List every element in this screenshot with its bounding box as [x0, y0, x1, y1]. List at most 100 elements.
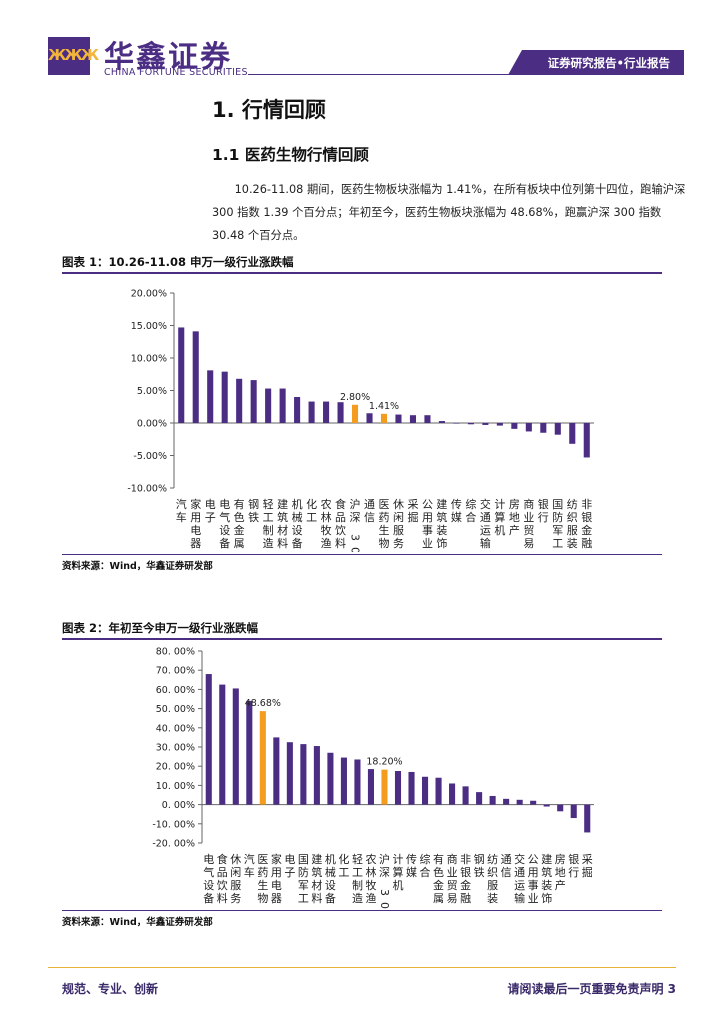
category-label: 食品饮料 — [217, 852, 228, 905]
bar-计算机 — [496, 423, 503, 426]
bar-食品饮料 — [337, 402, 344, 423]
company-logo: ЖЖЖ — [48, 37, 99, 75]
category-label: 综合 — [465, 497, 476, 524]
category-label: 银行 — [568, 852, 579, 879]
figure-1-title: 图表 1：10.26-11.08 申万一级行业涨跌幅 — [62, 255, 294, 269]
bar-电子 — [207, 370, 214, 423]
data-label: 18.20% — [366, 757, 402, 768]
category-label: 纺织服装 — [487, 852, 498, 905]
bar-化工 — [340, 757, 347, 805]
category-label: 食品饮料 — [335, 497, 346, 550]
bar-机械设备 — [327, 752, 334, 805]
category-label: 公用事业 — [422, 498, 433, 550]
bar-公用事业 — [530, 800, 537, 805]
category-label: 商业贸易 — [523, 497, 534, 550]
category-label: 建筑装饰 — [436, 497, 447, 550]
bar-国防军工 — [300, 744, 307, 805]
category-label: 计算机 — [393, 853, 404, 892]
figure-2-title: 图表 2：年初至今申万一级行业涨跌幅 — [62, 621, 259, 635]
y-tick-label: -5.00% — [133, 451, 167, 462]
category-label: 有色金属 — [234, 497, 245, 550]
bar-汽车 — [246, 700, 253, 805]
category-label: 计算机 — [494, 498, 505, 537]
figure-2-top-rule — [62, 638, 662, 640]
y-tick-label: 80. 00% — [156, 647, 195, 658]
figure-1-top-rule — [62, 272, 662, 274]
bar-医药生物 — [259, 711, 266, 805]
y-tick-label: 70. 00% — [156, 666, 195, 677]
category-label: 医药生物 — [379, 498, 390, 550]
category-label: 家用电器 — [190, 497, 201, 550]
category-label: 非银金融 — [460, 853, 471, 905]
y-tick-label: 30. 00% — [156, 743, 195, 754]
bar-钢铁 — [250, 380, 257, 423]
bar-交通运输 — [516, 799, 523, 805]
category-label: 家用电器 — [271, 852, 282, 905]
report-type-label: 证券研究报告•行业报告 — [547, 56, 670, 70]
summary-text: 10.26-11.08 期间，医药生物板块涨幅为 1.41%，在所有板块中位列第… — [212, 183, 686, 242]
bar-纺织服装 — [569, 423, 576, 444]
section-heading: 1. 行情回顾 — [212, 98, 326, 122]
bar-电子 — [286, 742, 293, 805]
category-label: 交通运输 — [480, 497, 491, 550]
y-tick-label: 0.00% — [137, 419, 167, 430]
bar-钢铁 — [476, 792, 483, 805]
category-label: 机械设备 — [292, 497, 303, 550]
y-tick-label: -20. 00% — [152, 839, 195, 850]
category-label: 通信 — [501, 853, 512, 879]
category-label: 电气设备 — [203, 853, 214, 905]
bar-休闲服务 — [232, 688, 239, 805]
y-tick-label: 10. 00% — [156, 781, 195, 792]
category-label: 建筑装饰 — [541, 852, 552, 905]
bar-家用电器 — [273, 737, 280, 805]
category-label: 钢铁 — [248, 498, 259, 524]
category-label: 轻工制造 — [263, 497, 274, 550]
category-label: 钢铁 — [474, 853, 485, 879]
bar-医药生物 — [380, 413, 388, 423]
bar-国防军工 — [554, 423, 561, 435]
y-tick-label: -10.00% — [127, 484, 167, 495]
category-label: 轻工制造 — [352, 852, 363, 905]
bar-家用电器 — [192, 331, 199, 423]
category-label: 建筑材料 — [311, 852, 322, 905]
category-label: 采掘 — [582, 853, 593, 879]
data-label: 1.41% — [369, 401, 399, 412]
y-tick-label: 10.00% — [131, 354, 167, 365]
header-rule — [248, 74, 518, 75]
category-label: 有色金属 — [433, 852, 444, 905]
category-label: 化工 — [306, 497, 317, 524]
category-label: 国防军工 — [552, 498, 563, 550]
figure-2-chart: 80. 00% 70. 00% 60. 00% 50. 00% 40. 00% 30. 0… — [152, 647, 594, 909]
figure-1-chart: 20.00% 15.00% 10.00% 5.00% 0.00% -5.00% -10.00… — [127, 289, 594, 552]
category-label: 建筑材料 — [277, 497, 288, 550]
footer-disclaimer: 请阅读最后一页重要免责声明 3 — [507, 982, 676, 996]
bar-纺织服装 — [489, 795, 496, 805]
bar-电气设备 — [221, 371, 228, 423]
category-label: 公用事业 — [528, 853, 539, 905]
category-label: 综合 — [420, 852, 431, 879]
category-label: 化工 — [338, 852, 349, 879]
bar-传媒 — [408, 771, 415, 805]
category-label: 商业贸易 — [447, 852, 458, 905]
bar-化工 — [308, 401, 315, 423]
bar-轻工制造 — [265, 388, 272, 423]
bar-非银金融 — [583, 423, 590, 458]
y-tick-label: 60. 00% — [156, 685, 195, 696]
y-tick-label: 40. 00% — [156, 723, 195, 734]
bar-轻工制造 — [354, 759, 361, 805]
bar-有色金属 — [236, 378, 243, 423]
bar-传媒 — [453, 423, 460, 424]
bar-电气设备 — [205, 674, 212, 805]
bar-沪深300 — [351, 404, 359, 423]
category-label: 机械设备 — [325, 852, 336, 905]
y-tick-label: 20.00% — [131, 289, 167, 300]
bar-采掘 — [584, 804, 591, 833]
bar-有色金属 — [435, 777, 442, 805]
category-label: 传媒 — [451, 498, 462, 524]
category-label: 银行 — [538, 497, 549, 524]
y-tick-label: 20. 00% — [156, 762, 195, 773]
category-label: 农林牧渔 — [365, 852, 376, 905]
bar-通信 — [366, 413, 373, 423]
category-label: 电气设备 — [219, 498, 230, 550]
